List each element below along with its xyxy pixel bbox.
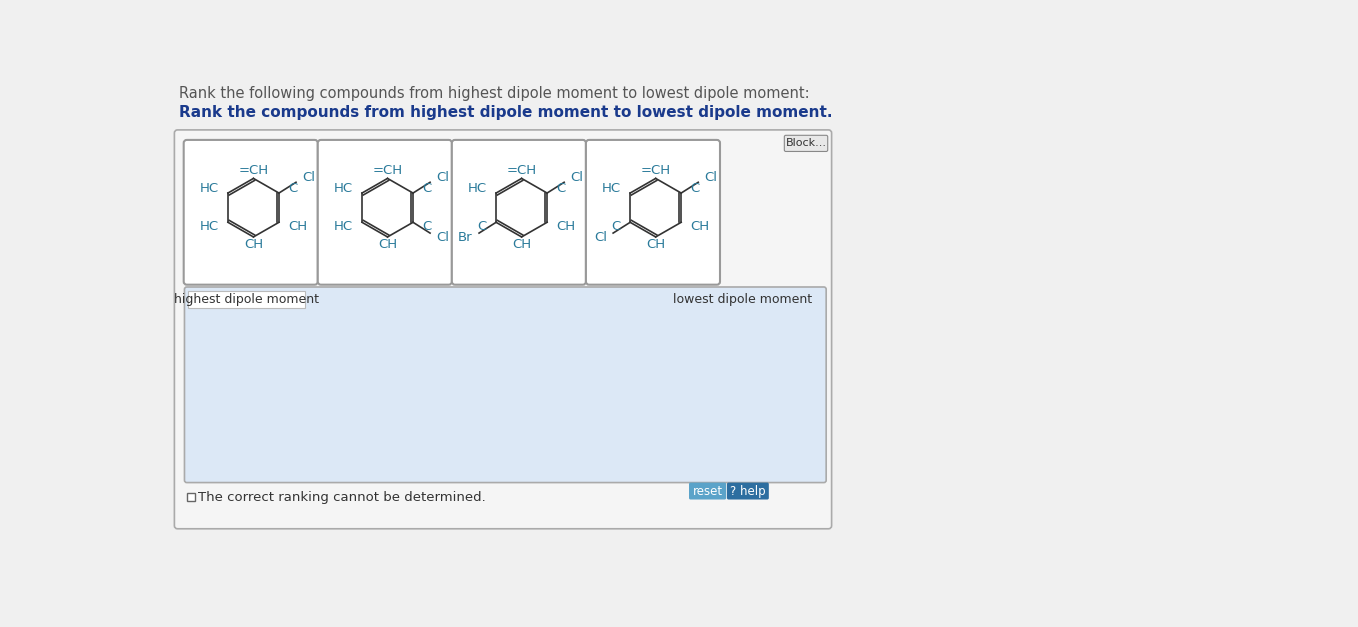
Text: CH: CH <box>244 238 263 251</box>
Text: =CH: =CH <box>507 164 536 177</box>
Text: Cl: Cl <box>436 231 449 244</box>
Text: Rank the compounds from highest dipole moment to lowest dipole moment.: Rank the compounds from highest dipole m… <box>179 105 832 120</box>
FancyBboxPatch shape <box>318 140 452 285</box>
Text: C: C <box>557 182 566 195</box>
Text: HC: HC <box>334 221 353 233</box>
FancyBboxPatch shape <box>183 140 318 285</box>
Text: CH: CH <box>288 221 307 233</box>
Text: C: C <box>690 182 699 195</box>
Text: lowest dipole moment: lowest dipole moment <box>674 293 812 306</box>
Text: Block...: Block... <box>785 138 827 148</box>
FancyBboxPatch shape <box>189 291 304 308</box>
Text: reset: reset <box>693 485 722 498</box>
FancyBboxPatch shape <box>689 483 727 500</box>
Text: Cl: Cl <box>570 171 584 184</box>
Text: =CH: =CH <box>239 164 269 177</box>
Text: Cl: Cl <box>436 171 449 184</box>
Text: Br: Br <box>458 231 473 244</box>
Text: Cl: Cl <box>303 171 315 184</box>
Text: C: C <box>422 221 432 233</box>
FancyBboxPatch shape <box>785 135 828 152</box>
Text: HC: HC <box>200 182 219 195</box>
Text: CH: CH <box>557 221 576 233</box>
Text: HC: HC <box>602 182 621 195</box>
Text: C: C <box>288 182 297 195</box>
FancyBboxPatch shape <box>727 483 769 500</box>
Text: C: C <box>478 221 486 233</box>
Text: Rank the following compounds from highest dipole moment to lowest dipole moment:: Rank the following compounds from highes… <box>179 86 809 101</box>
Text: C: C <box>611 221 621 233</box>
Text: CH: CH <box>512 238 531 251</box>
Bar <box>187 493 194 501</box>
Text: =CH: =CH <box>641 164 671 177</box>
FancyBboxPatch shape <box>185 287 826 483</box>
FancyBboxPatch shape <box>585 140 720 285</box>
Text: CH: CH <box>378 238 397 251</box>
Text: highest dipole moment: highest dipole moment <box>174 293 319 306</box>
Text: CH: CH <box>646 238 665 251</box>
Text: The correct ranking cannot be determined.: The correct ranking cannot be determined… <box>198 491 486 503</box>
Text: CH: CH <box>690 221 710 233</box>
Text: Cl: Cl <box>705 171 717 184</box>
Text: ? help: ? help <box>731 485 766 498</box>
FancyBboxPatch shape <box>174 130 831 529</box>
Text: HC: HC <box>467 182 486 195</box>
Text: HC: HC <box>334 182 353 195</box>
Text: =CH: =CH <box>372 164 402 177</box>
Text: C: C <box>422 182 432 195</box>
FancyBboxPatch shape <box>452 140 585 285</box>
Text: Cl: Cl <box>593 231 607 244</box>
Text: HC: HC <box>200 221 219 233</box>
